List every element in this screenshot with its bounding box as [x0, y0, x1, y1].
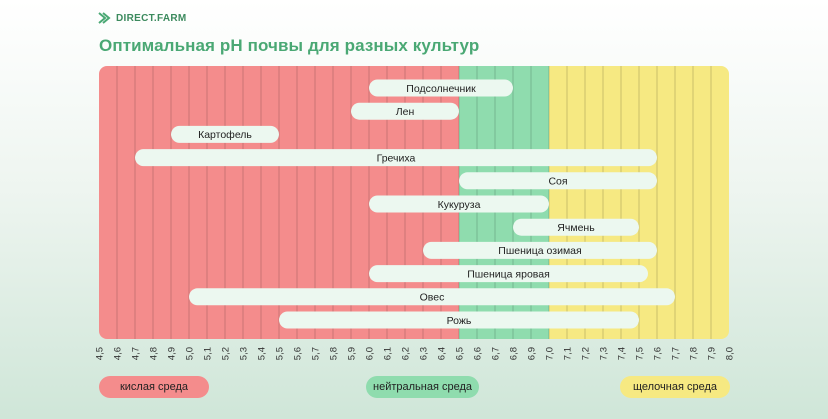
legend-acid: кислая среда: [99, 376, 209, 398]
x-tick-label: 7,6: [653, 347, 664, 360]
crop-label: Овес: [420, 292, 445, 304]
crop-label: Гречиха: [377, 152, 416, 164]
x-tick-label: 6,2: [401, 347, 412, 360]
crop-bar: [369, 79, 513, 97]
x-tick-label: 7,5: [635, 347, 646, 360]
brand-name: DIRECT.FARM: [116, 12, 187, 24]
x-tick-label: 6,8: [509, 347, 520, 360]
x-tick-label: 6,1: [383, 347, 394, 360]
crop-label: Соя: [548, 176, 567, 188]
x-tick-label: 6,5: [455, 347, 466, 360]
crop-bar: [351, 102, 459, 120]
crop-label: Подсолнечник: [406, 83, 476, 95]
x-tick-label: 7,4: [617, 347, 628, 360]
x-tick-label: 7,0: [545, 347, 556, 360]
x-tick-label: 4,5: [95, 347, 106, 360]
legend-neutral: нейтральная среда: [366, 376, 479, 398]
crop-bar: [135, 149, 657, 167]
crop-bar: [189, 288, 675, 306]
x-tick-label: 6,9: [527, 347, 538, 360]
crop-bar: [459, 172, 657, 190]
crop-label: Картофель: [198, 129, 252, 141]
x-tick-label: 6,3: [419, 347, 430, 360]
crop-bar: [423, 241, 657, 259]
x-tick-label: 7,2: [581, 347, 592, 360]
x-tick-label: 7,7: [671, 347, 682, 360]
x-tick-label: 5,8: [329, 347, 340, 360]
crop-label: Ячмень: [557, 222, 595, 234]
x-tick-label: 6,6: [473, 347, 484, 360]
crop-label: Кукуруза: [438, 199, 481, 211]
crop-bar: [279, 311, 639, 329]
x-tick-label: 5,2: [221, 347, 232, 360]
x-tick-label: 5,5: [275, 347, 286, 360]
x-tick-label: 7,9: [707, 347, 718, 360]
x-tick-label: 6,0: [365, 347, 376, 360]
x-tick-label: 4,9: [167, 347, 178, 360]
x-tick-label: 7,8: [689, 347, 700, 360]
leaf-stripes-icon: [98, 12, 111, 24]
x-tick-label: 8,0: [725, 347, 736, 360]
x-tick-label: 5,3: [239, 347, 250, 360]
x-tick-label: 4,6: [113, 347, 124, 360]
x-tick-label: 6,4: [437, 347, 448, 360]
x-tick-label: 6,7: [491, 347, 502, 360]
crop-bar: [171, 125, 279, 143]
crop-bar: [369, 195, 549, 213]
crop-label: Рожь: [447, 315, 472, 327]
x-tick-label: 5,1: [203, 347, 214, 360]
x-tick-label: 5,6: [293, 347, 304, 360]
x-tick-label: 7,1: [563, 347, 574, 360]
x-tick-label: 7,3: [599, 347, 610, 360]
crop-label: Лен: [396, 106, 415, 118]
x-tick-label: 5,4: [257, 347, 268, 360]
x-tick-label: 5,9: [347, 347, 358, 360]
crop-label: Пшеница яровая: [467, 268, 550, 280]
x-tick-label: 5,0: [185, 347, 196, 360]
legend-alkaline: щелочная среда: [620, 376, 730, 398]
x-tick-label: 5,7: [311, 347, 322, 360]
x-tick-label: 4,8: [149, 347, 160, 360]
chart-title: Оптимальная pH почвы для разных культур: [99, 36, 480, 55]
crop-bar: [513, 218, 639, 236]
brand-logo: DIRECT.FARM: [98, 12, 187, 24]
x-tick-label: 4,7: [131, 347, 142, 360]
crop-label: Пшеница озимая: [498, 245, 581, 257]
crop-bar: [369, 265, 648, 283]
